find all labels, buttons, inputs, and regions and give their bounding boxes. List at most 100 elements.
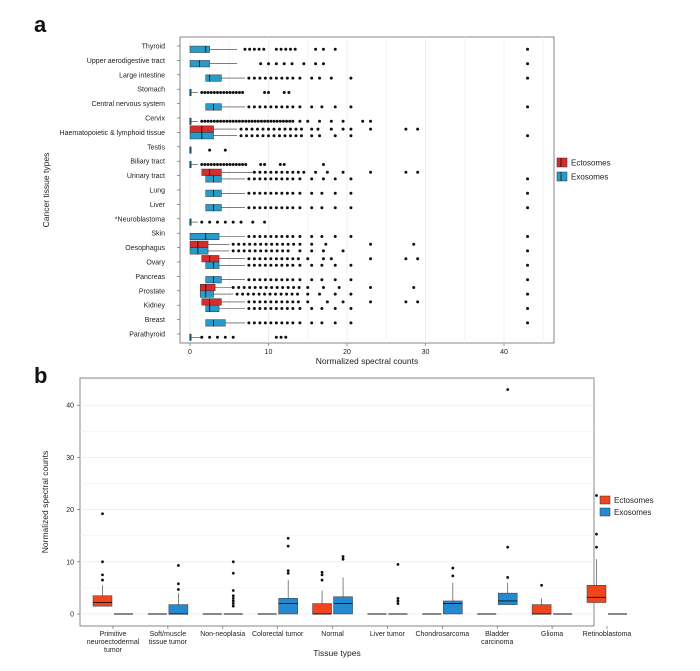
panel-a-outlier-point: [320, 235, 324, 238]
panel-b-y-tick-label: 40: [66, 403, 74, 410]
panel-a-legend: Ectosomes Exosomes: [556, 157, 611, 182]
panel-a-outlier-point: [320, 206, 324, 210]
panel-a-category-label-neuroblastoma: *Neuroblastoma: [115, 216, 165, 223]
panel-a-outlier-point: [285, 76, 289, 80]
panel-a-outlier-point: [314, 170, 318, 174]
panel-a-outlier-point: [298, 191, 302, 195]
panel-a-outlier-point: [252, 263, 256, 267]
panel-a-outlier-point: [285, 257, 289, 261]
panel-a-outlier-point: [291, 206, 295, 210]
panel-b-category-label-retinoblastoma: Retinoblastoma: [583, 631, 632, 638]
panel-a-outlier-point: [245, 127, 249, 131]
panel-a-outlier-point: [252, 206, 256, 210]
panel-a-outlier-point: [278, 163, 282, 166]
panel-a-outlier-point: [237, 163, 241, 166]
panel-a-outlier-point: [294, 134, 298, 138]
panel-a-outlier-point: [526, 321, 530, 325]
panel-a-outlier-point: [263, 257, 267, 261]
panel-a-outlier-point: [349, 278, 353, 282]
panel-a-outlier-point: [286, 242, 290, 246]
panel-a-outlier-point: [349, 307, 353, 310]
panel-a-outlier-point: [526, 177, 530, 181]
panel-a-outlier-point: [209, 163, 213, 166]
panel-a-outlier-point: [526, 263, 530, 267]
panel-a-outlier-point: [237, 249, 241, 253]
panel-a-outlier-point: [298, 249, 302, 253]
panel-a-outlier-point: [324, 242, 328, 246]
panel-b-category-label-bladder-carcinoma: Bladder carcinoma: [481, 631, 513, 646]
panel-b-outlier-point: [101, 578, 104, 582]
panel-a-outlier-point: [228, 91, 232, 94]
panel-a-outlier-point: [404, 300, 408, 304]
panel-a-outlier-point: [321, 62, 325, 66]
panel-a-outlier-point: [256, 134, 260, 138]
panel-a-outlier-point: [280, 105, 284, 109]
panel-a-outlier-point: [237, 91, 241, 94]
panel-b-outlier-point: [506, 576, 510, 579]
panel-a-outlier-point: [285, 263, 289, 267]
panel-a-legend-label-ectosomes: Ectosomes: [571, 159, 611, 168]
panel-b-outlier-point: [286, 569, 290, 573]
panel-a-outlier-point: [310, 105, 314, 109]
panel-a-outlier-point: [321, 47, 325, 51]
panel-a-outlier-point: [231, 249, 235, 253]
panel-a-outlier-point: [333, 191, 337, 195]
panel-a-outlier-point: [285, 321, 289, 325]
panel-a-outlier-point: [298, 307, 302, 310]
panel-a-outlier-point: [291, 257, 295, 261]
panel-a-outlier-point: [275, 286, 279, 289]
panel-b-outlier-point: [176, 588, 180, 591]
panel-a-outlier-point: [263, 119, 267, 123]
panel-b-category-label-chondrosarcoma: Chondrosarcoma: [415, 631, 469, 638]
panel-a-outlier-point: [526, 307, 530, 310]
panel-a-outlier-point: [274, 307, 278, 310]
panel-a-outlier-point: [267, 91, 270, 94]
panel-a-legend-swatch-exosomes: [556, 171, 568, 182]
panel-a-outlier-point: [349, 191, 353, 195]
panel-a-outlier-point: [296, 257, 300, 261]
panel-a-outlier-point: [248, 286, 252, 289]
panel-a-outlier-point: [257, 47, 261, 51]
panel-a-outlier-point: [270, 249, 274, 253]
panel-a-outlier-point: [302, 170, 306, 174]
panel-a-outlier-point: [251, 220, 255, 224]
panel-b-outlier-point: [320, 570, 324, 574]
panel-a-outlier-point: [247, 307, 251, 310]
panel-a-outlier-point: [223, 148, 227, 152]
panel-b-outlier-point: [506, 388, 510, 391]
panel-b-outlier-point: [231, 596, 235, 600]
panel-a-outlier-point: [281, 249, 285, 253]
panel-b-outlier-point: [540, 583, 544, 587]
panel-a-outlier-point: [280, 257, 284, 261]
panel-a-outlier-point: [298, 263, 302, 267]
panel-a-outlier-point: [291, 191, 295, 195]
panel-a-outlier-point: [333, 292, 337, 296]
panel-a-outlier-point: [247, 76, 251, 80]
panel-a-category-label-parathyroid: Parathyroid: [129, 332, 165, 339]
panel-b-outlier-point: [231, 594, 235, 598]
panel-a-outlier-point: [252, 191, 256, 195]
panel-a-outlier-point: [416, 300, 420, 304]
panel-b-outlier-point: [341, 557, 345, 561]
panel-b-box-exosomes-bladder-carcinoma: [497, 592, 518, 605]
panel-a-outlier-point: [215, 163, 219, 166]
panel-a-box-exosomes-thyroid: [189, 45, 210, 53]
panel-a-box-ectosomes-urinary-tract: [201, 168, 222, 176]
panel-a-box-exosomes-breast: [205, 319, 226, 327]
panel-a-outlier-point: [257, 292, 261, 296]
panel-a-outlier-point: [341, 127, 345, 131]
panel-a-outlier-point: [234, 91, 238, 94]
panel-a-outlier-point: [252, 105, 256, 109]
panel-a-outlier-point: [291, 263, 295, 267]
panel-a-box-exosomes-prostate: [199, 290, 214, 298]
panel-a-outlier-point: [203, 91, 207, 94]
panel-a-outlier-point: [252, 177, 256, 181]
panel-a-outlier-point: [269, 257, 273, 261]
panel-a-outlier-point: [215, 335, 219, 339]
panel-a-outlier-point: [259, 119, 263, 123]
panel-a-outlier-point: [200, 163, 204, 166]
panel-a-outlier-point: [212, 91, 216, 94]
panel-a-outlier-point: [200, 91, 204, 94]
panel-a-box-ectosomes-oesophagus: [189, 240, 209, 248]
panel-a-outlier-point: [292, 286, 296, 289]
